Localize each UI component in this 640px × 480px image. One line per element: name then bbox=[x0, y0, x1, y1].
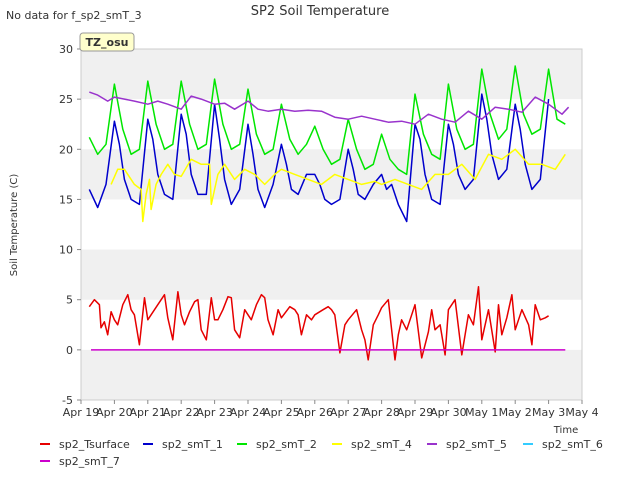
x-tick-label: Apr 20 bbox=[96, 406, 133, 419]
legend-label-sp2_smT_7: sp2_smT_7 bbox=[59, 455, 120, 468]
legend-label-sp2_smT_4: sp2_smT_4 bbox=[351, 438, 412, 451]
x-tick-label: Apr 21 bbox=[130, 406, 167, 419]
series-lines bbox=[88, 65, 570, 361]
x-tick-label: Apr 24 bbox=[230, 406, 267, 419]
band bbox=[81, 49, 582, 100]
x-axis-label: Time bbox=[553, 425, 578, 436]
x-tick-label: May 2 bbox=[499, 406, 532, 419]
x-tick-label: Apr 30 bbox=[430, 406, 467, 419]
background-bands bbox=[81, 49, 582, 400]
y-axis: -5 0 5 10 15 20 25 30 bbox=[59, 43, 81, 407]
y-tick-label: 25 bbox=[59, 93, 73, 106]
tz-badge: TZ_osu bbox=[79, 32, 135, 52]
series-line-sp2_smT_5 bbox=[89, 91, 570, 125]
no-data-note: No data for f_sp2_smT_3 bbox=[6, 9, 142, 22]
band bbox=[81, 149, 582, 200]
y-tick-label: 5 bbox=[66, 294, 73, 307]
x-tick-label: May 4 bbox=[565, 406, 598, 419]
y-tick-label: -5 bbox=[62, 394, 73, 407]
x-tick-label: Apr 23 bbox=[196, 406, 233, 419]
y-axis-label: Soil Temperature (C) bbox=[9, 174, 20, 277]
series-line-sp2_smT_2 bbox=[88, 65, 566, 176]
band bbox=[81, 349, 582, 400]
x-tick-label: Apr 28 bbox=[363, 406, 400, 419]
y-tick-label: 30 bbox=[59, 43, 73, 56]
legend: sp2_Tsurface sp2_smT_1 sp2_smT_2 sp2_smT_4 s… bbox=[40, 438, 603, 468]
y-tick-label: 10 bbox=[59, 244, 73, 257]
x-tick-label: Apr 25 bbox=[263, 406, 300, 419]
chart-title: SP2 Soil Temperature bbox=[251, 4, 389, 19]
y-tick-label: 20 bbox=[59, 143, 73, 156]
series-line-sp2_smT_4 bbox=[110, 148, 566, 223]
y-tick-label: 15 bbox=[59, 193, 73, 206]
x-tick-label: Apr 26 bbox=[297, 406, 334, 419]
svg-text:TZ_osu: TZ_osu bbox=[86, 36, 129, 49]
legend-label-sp2_smT_5: sp2_smT_5 bbox=[446, 438, 507, 451]
y-tick-label: 0 bbox=[66, 344, 73, 357]
series-line-sp2_Tsurface bbox=[88, 285, 549, 361]
legend-label-sp2_smT_6: sp2_smT_6 bbox=[542, 438, 603, 451]
x-tick-label: May 3 bbox=[532, 406, 565, 419]
band bbox=[81, 249, 582, 300]
x-tick-label: Apr 22 bbox=[163, 406, 200, 419]
plot-frame bbox=[80, 48, 583, 401]
x-tick-label: Apr 19 bbox=[63, 406, 100, 419]
legend-label-sp2_smT_2: sp2_smT_2 bbox=[256, 438, 317, 451]
legend-label-sp2_smT_1: sp2_smT_1 bbox=[162, 438, 223, 451]
x-tick-label: Apr 27 bbox=[330, 406, 367, 419]
x-tick-label: May 1 bbox=[465, 406, 498, 419]
legend-label-sp2_Tsurface: sp2_Tsurface bbox=[59, 438, 130, 451]
x-tick-label: Apr 29 bbox=[397, 406, 434, 419]
